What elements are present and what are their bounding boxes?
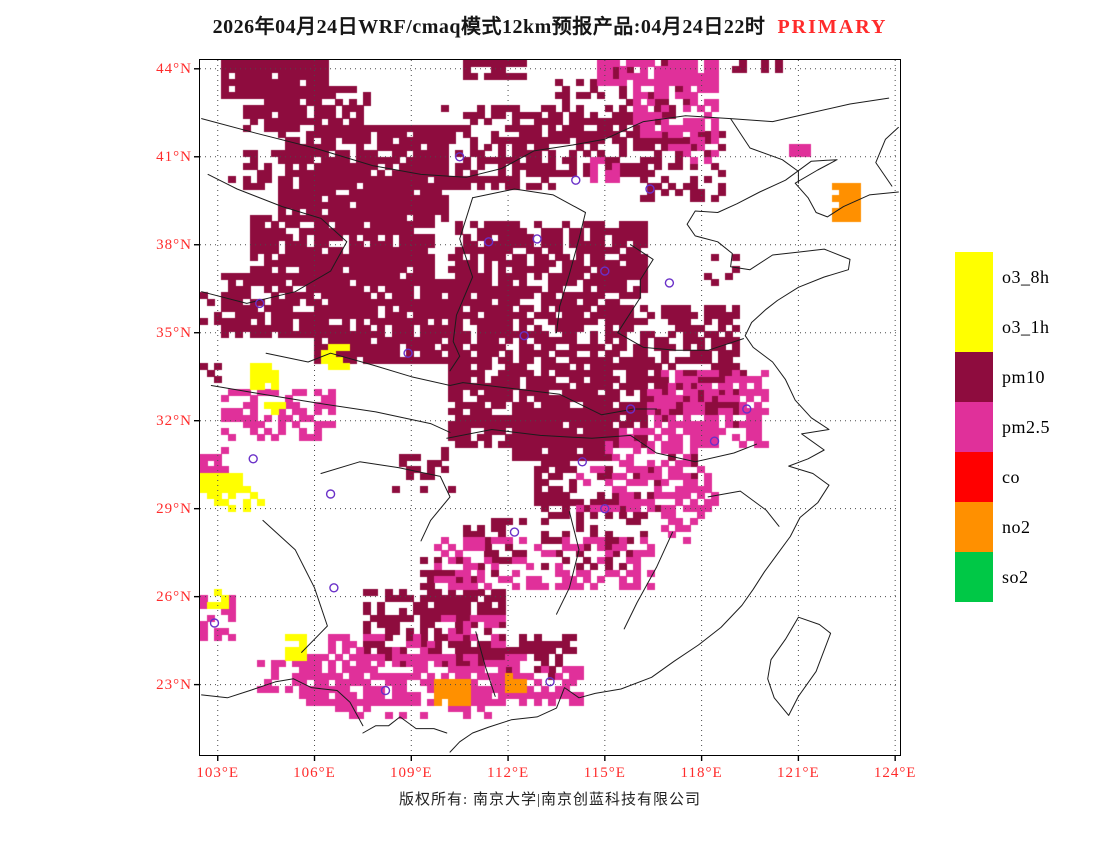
lon-tick-label: 121°E <box>777 765 820 781</box>
lon-tick-label: 106°E <box>293 765 336 781</box>
station-marker <box>380 685 391 696</box>
boundary-line <box>320 461 451 542</box>
station-marker <box>742 404 752 414</box>
plot-title-pollutant: PRIMARY <box>777 16 888 38</box>
station-marker <box>545 677 555 687</box>
boundary-line <box>262 519 328 653</box>
legend-swatch-co <box>955 452 993 502</box>
station-marker <box>709 436 720 446</box>
boundary-line <box>201 97 890 178</box>
lat-tick-label: 38°N <box>156 236 192 253</box>
boundary-line <box>475 631 496 697</box>
legend-swatch-pm10 <box>955 352 993 402</box>
station-marker <box>325 489 336 499</box>
lat-tick-label: 35°N <box>156 324 192 341</box>
boundary-line <box>630 244 654 298</box>
station-marker <box>532 234 542 244</box>
boundary-line <box>730 118 799 184</box>
lat-tick-label: 29°N <box>156 500 192 517</box>
lon-tick-label: 112°E <box>487 765 530 781</box>
legend-label: pm2.5 <box>1002 416 1051 437</box>
legend-label: o3_8h <box>1002 266 1050 287</box>
plot-title-text: 2026年04月24日WRF/cmaq模式12km预报产品:04月24日22时 <box>212 16 766 38</box>
pollutant-raster-canvas <box>200 60 900 755</box>
legend-label: no2 <box>1002 516 1031 537</box>
legend-item-co: co <box>955 452 1050 502</box>
station-marker <box>577 457 587 467</box>
lon-tick-label: 103°E <box>196 765 240 781</box>
boundary-line <box>446 429 757 463</box>
lat-tick-label: 44°N <box>156 60 192 77</box>
station-marker <box>519 331 529 341</box>
station-marker <box>248 454 258 464</box>
boundary-line <box>767 616 832 716</box>
station-marker <box>571 175 581 185</box>
boundary-line <box>362 716 448 734</box>
station-marker <box>329 583 339 593</box>
legend-item-pm10: pm10 <box>955 352 1050 402</box>
legend-swatch-o3_1h <box>955 302 993 352</box>
boundary-line <box>556 511 580 615</box>
boundary-line <box>472 188 586 334</box>
legend-item-so2: so2 <box>955 552 1050 602</box>
legend-label: co <box>1002 466 1020 487</box>
legend-swatch-pm2.5 <box>955 402 993 452</box>
station-marker <box>209 618 220 628</box>
station-marker <box>509 527 520 537</box>
station-marker <box>403 348 413 358</box>
map-plot-area <box>194 59 901 761</box>
boundary-line <box>875 126 899 187</box>
boundary-line <box>210 385 451 433</box>
copyright-caption: 版权所有: 南京大学|南京创蓝科技有限公司 <box>399 792 701 808</box>
legend-item-o3_1h: o3_1h <box>955 302 1050 352</box>
boundary-line <box>201 678 364 727</box>
lat-tick-label: 32°N <box>156 412 192 429</box>
station-marker <box>484 237 494 247</box>
station-marker <box>455 152 465 162</box>
boundary-line <box>201 173 348 304</box>
lon-tick-label: 109°E <box>389 765 433 781</box>
plot-title: 2026年04月24日WRF/cmaq模式12km预报产品:04月24日22时 P… <box>0 10 1100 39</box>
lon-tick-label: 124°E <box>873 765 917 781</box>
station-marker <box>600 266 610 276</box>
legend-item-o3_8h: o3_8h <box>955 252 1050 302</box>
legend-label: pm10 <box>1002 366 1046 387</box>
boundary-line <box>623 531 674 630</box>
legend-label: o3_1h <box>1002 316 1050 337</box>
station-marker <box>664 278 675 288</box>
boundary-line <box>449 197 474 372</box>
pollutant-legend: o3_8h o3_1h pm10 pm2.5 co no2 so2 <box>955 252 1050 602</box>
lat-tick-label: 41°N <box>156 148 192 165</box>
legend-item-no2: no2 <box>955 502 1050 552</box>
legend-label: so2 <box>1002 566 1029 587</box>
boundary-line <box>265 352 464 386</box>
lat-tick-label: 23°N <box>156 676 192 693</box>
legend-item-pm2.5: pm2.5 <box>955 402 1050 452</box>
boundary-line <box>462 382 657 416</box>
station-marker <box>645 184 655 194</box>
lat-tick-label: 26°N <box>156 588 192 605</box>
boundary-line <box>449 159 899 753</box>
legend-swatch-no2 <box>955 502 993 552</box>
lon-tick-label: 118°E <box>680 765 723 781</box>
station-marker <box>600 504 610 514</box>
lon-tick-label: 115°E <box>583 765 626 781</box>
boundary-line <box>707 490 780 527</box>
station-marker <box>625 404 636 414</box>
legend-swatch-o3_8h <box>955 252 993 302</box>
map-overlay <box>194 60 900 761</box>
boundary-line <box>617 297 744 351</box>
legend-swatch-so2 <box>955 552 993 602</box>
station-marker <box>255 298 265 309</box>
